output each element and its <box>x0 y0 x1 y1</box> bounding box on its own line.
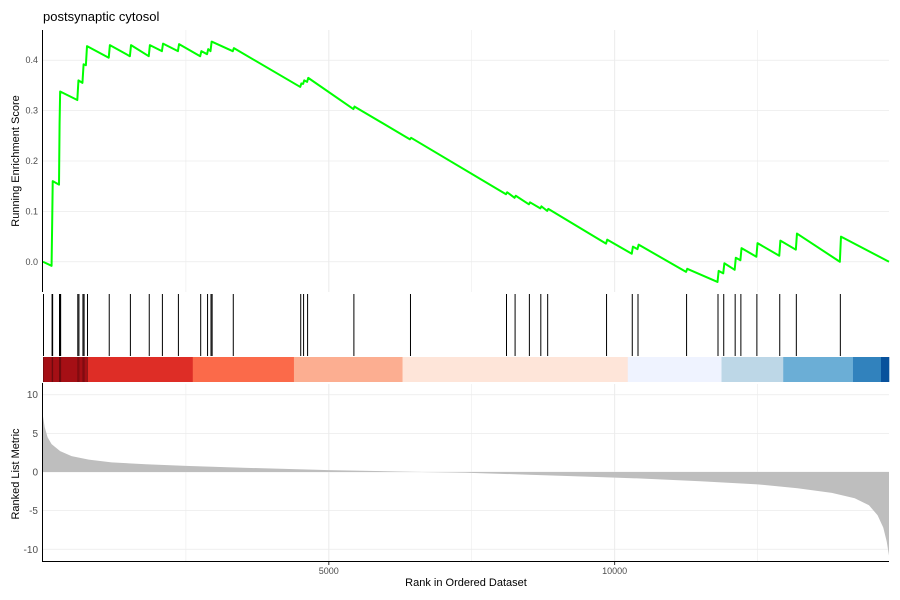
rank-color-band <box>783 357 854 382</box>
hits-panel <box>43 294 890 382</box>
rank-color-band <box>293 357 403 382</box>
rank-color-band <box>852 357 882 382</box>
y-axis-title-bottom: Ranked List Metric <box>10 428 22 520</box>
running-enrichment-score-line <box>42 40 890 283</box>
rank-color-band <box>43 357 88 382</box>
ranked-metric-panel: 10 5 0 -5 -10 5000 10000 Ranked List Metric R… <box>10 383 889 589</box>
y-tick-label-top: 0.0 <box>25 257 38 267</box>
y-tick-label-bottom: 5 <box>32 429 38 440</box>
ranked-metric-area <box>43 416 889 556</box>
y-tick-label-bottom: 0 <box>32 468 38 479</box>
x-tick-label: 10000 <box>602 566 627 576</box>
chart-title: postsynaptic cytosol <box>43 9 159 24</box>
rank-color-band <box>87 357 194 382</box>
y-tick-label-bottom: -5 <box>29 506 38 517</box>
y-tick-label-top: 0.1 <box>25 206 38 216</box>
rank-color-band <box>880 357 890 382</box>
rank-color-band <box>192 357 295 382</box>
rank-color-band <box>627 357 722 382</box>
y-tick-label-top: 0.4 <box>25 55 38 65</box>
rank-color-band <box>721 357 784 382</box>
y-axis-title-top: Running Enrichment Score <box>10 95 22 226</box>
rank-color-band <box>402 357 629 382</box>
enrichment-score-panel: 0.0 0.1 0.2 0.3 0.4 Running Enrichment Score <box>10 30 890 292</box>
x-tick-label: 5000 <box>319 566 339 576</box>
x-axis-title: Rank in Ordered Dataset <box>405 577 527 589</box>
y-tick-label-bottom: -10 <box>24 545 39 556</box>
y-tick-label-top: 0.2 <box>25 156 38 166</box>
y-tick-label-top: 0.3 <box>25 106 38 116</box>
y-tick-label-bottom: 10 <box>27 390 39 401</box>
